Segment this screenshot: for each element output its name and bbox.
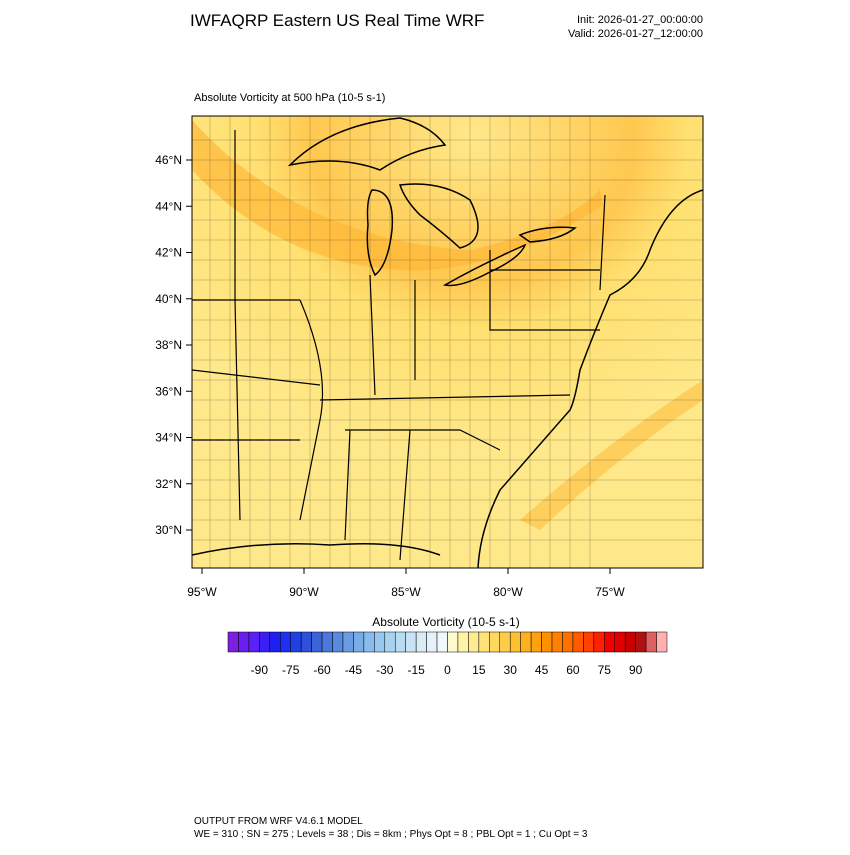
coastline bbox=[477, 189, 703, 568]
lon-label: 80°W bbox=[493, 585, 523, 599]
color-box bbox=[572, 631, 584, 653]
plot-subtitle: Absolute Vorticity at 500 hPa (10-5 s-1) bbox=[194, 92, 385, 104]
lat-label: 36°N bbox=[155, 384, 182, 398]
colorbar: -90 -75 -60 -45 -30 -15 0 15 30 45 60 75 90 bbox=[227, 631, 668, 677]
color-box bbox=[468, 631, 480, 653]
lake-erie bbox=[442, 243, 527, 287]
colorbar-tick-label: 15 bbox=[472, 663, 486, 677]
color-box bbox=[238, 631, 250, 653]
lat-label: 42°N bbox=[155, 246, 182, 260]
colorbar-tick-label: 30 bbox=[504, 663, 518, 677]
color-box bbox=[321, 631, 333, 653]
color-box bbox=[509, 631, 521, 653]
color-box bbox=[394, 631, 406, 653]
colorbar-tick-label: -15 bbox=[407, 663, 425, 677]
vorticity-max bbox=[520, 380, 703, 530]
lon-label: 75°W bbox=[595, 585, 625, 599]
county-lines bbox=[192, 116, 703, 568]
color-box bbox=[499, 631, 511, 653]
color-box bbox=[290, 631, 302, 653]
color-box bbox=[436, 631, 448, 653]
lat-label: 40°N bbox=[155, 292, 182, 306]
color-box bbox=[645, 631, 657, 653]
color-box bbox=[311, 631, 323, 653]
lake-huron bbox=[398, 183, 479, 249]
colorbar-tick-label: -45 bbox=[345, 663, 363, 677]
lat-labels: 46°N 44°N 42°N 40°N 38°N 36°N 34°N 32°N 30°N bbox=[155, 153, 192, 537]
color-box bbox=[363, 631, 375, 653]
colorbar-tick-label: 60 bbox=[566, 663, 580, 677]
color-box bbox=[300, 631, 312, 653]
color-box bbox=[447, 631, 459, 653]
colorbar-tick-label: 90 bbox=[629, 663, 643, 677]
lat-label: 38°N bbox=[155, 338, 182, 352]
color-box bbox=[541, 631, 553, 653]
color-box bbox=[604, 631, 615, 653]
footer-line: OUTPUT FROM WRF V4.6.1 MODEL bbox=[194, 816, 363, 827]
color-box bbox=[530, 631, 542, 653]
color-box bbox=[656, 631, 668, 653]
color-box bbox=[457, 631, 469, 653]
footer-line: WE = 310 ; SN = 275 ; Levels = 38 ; Dis … bbox=[194, 829, 588, 840]
color-box bbox=[227, 631, 239, 653]
color-box bbox=[551, 631, 563, 653]
map-frame bbox=[191, 115, 704, 569]
color-box bbox=[520, 631, 532, 653]
lon-label: 85°W bbox=[391, 585, 421, 599]
colorbar-tick-label: 0 bbox=[444, 663, 451, 677]
colorbar-tick-label: -60 bbox=[313, 663, 331, 677]
lat-label: 46°N bbox=[155, 153, 182, 167]
color-box bbox=[583, 631, 595, 653]
colorbar-tick-label: -90 bbox=[251, 663, 269, 677]
map bbox=[192, 116, 703, 568]
lat-label: 30°N bbox=[155, 523, 182, 537]
colorbar-tick-label: 75 bbox=[598, 663, 612, 677]
title: IWFAQRP Eastern US Real Time WRF bbox=[190, 11, 484, 30]
colorbar-tick-label: -75 bbox=[282, 663, 300, 677]
color-box bbox=[562, 631, 574, 653]
color-box bbox=[280, 631, 291, 653]
color-box bbox=[269, 631, 281, 653]
color-box bbox=[426, 631, 438, 653]
lake-michigan bbox=[366, 189, 394, 277]
colorbar-tick-label: 45 bbox=[535, 663, 549, 677]
lake-ontario bbox=[518, 226, 577, 243]
color-box bbox=[478, 631, 490, 653]
colorbar-title: Absolute Vorticity (10-5 s-1) bbox=[372, 615, 519, 629]
lat-label: 44°N bbox=[155, 199, 182, 213]
state-lines bbox=[192, 130, 606, 561]
color-box bbox=[342, 631, 354, 653]
color-box bbox=[259, 631, 271, 653]
color-box bbox=[248, 631, 260, 653]
color-box bbox=[405, 631, 417, 653]
gulf-coast bbox=[192, 543, 441, 556]
lat-label: 34°N bbox=[155, 431, 182, 445]
lon-label: 95°W bbox=[187, 585, 217, 599]
valid-time: Valid: 2026-01-27_12:00:00 bbox=[568, 28, 703, 40]
field-band bbox=[192, 116, 703, 568]
lon-label: 90°W bbox=[289, 585, 319, 599]
color-box bbox=[614, 631, 626, 653]
lon-labels: 95°W 90°W 85°W 80°W 75°W bbox=[187, 568, 625, 599]
vorticity-max bbox=[192, 120, 603, 271]
lake-superior bbox=[287, 117, 447, 171]
color-box bbox=[384, 631, 396, 653]
color-box bbox=[489, 631, 501, 653]
init-time: Init: 2026-01-27_00:00:00 bbox=[577, 14, 703, 26]
lat-label: 32°N bbox=[155, 477, 182, 491]
color-box bbox=[624, 631, 636, 653]
color-box bbox=[593, 631, 605, 653]
colorbar-tick-label: -30 bbox=[376, 663, 394, 677]
color-box bbox=[353, 631, 365, 653]
color-box bbox=[415, 631, 427, 653]
color-box bbox=[635, 631, 647, 653]
color-box bbox=[332, 631, 344, 653]
color-box bbox=[374, 631, 386, 653]
